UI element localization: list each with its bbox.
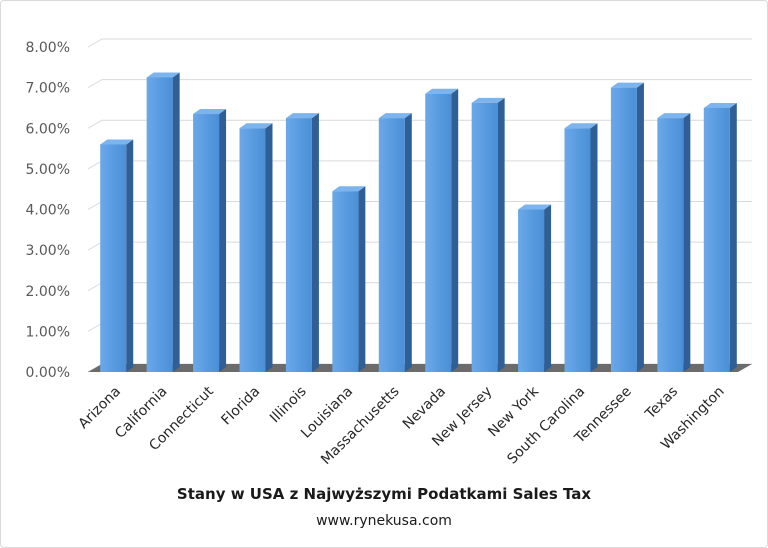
bar-front [471,102,498,372]
bars [100,72,737,372]
bar [471,97,505,372]
bar [332,186,366,372]
bar-front [146,77,173,372]
bar-front [239,128,266,372]
bar-side [451,88,459,372]
bar [378,113,412,372]
bar-side [544,204,552,372]
bar-top [146,72,180,78]
y-tick-label: 4.00% [26,203,70,219]
bar-front [657,118,684,372]
bar-top [564,123,598,129]
gridline [87,241,752,251]
bar-side [729,102,737,372]
bar-side [311,113,319,372]
x-tick-label: Illinois [267,384,310,427]
bar-front [332,191,359,372]
bar-top [703,102,737,108]
bar-side [219,109,227,372]
bar-side [636,82,644,372]
bar-side [358,186,366,372]
x-tick-label: Texas [642,384,681,423]
chart-subtitle: www.rynekusa.com [316,513,452,529]
bar [193,109,227,372]
bar-front [610,87,637,372]
bar-front [378,118,405,372]
bar-front [703,107,730,372]
bar-side [265,123,273,372]
bar [146,72,180,372]
bar-side [497,97,505,372]
bar-top [332,186,366,192]
bar-side [590,123,598,372]
bar-top [193,109,227,115]
chart-title: Stany w USA z Najwyższymi Podatkami Sale… [176,485,592,503]
bar-side [172,72,180,372]
bar [610,82,644,372]
bar-side [126,139,134,372]
y-tick-label: 0.00% [26,365,70,381]
bar-top [471,97,505,103]
floor-plane [88,364,752,372]
gridline [87,119,752,129]
bar [285,113,319,372]
y-tick-label: 2.00% [26,284,70,300]
bar [239,123,273,372]
gridline [87,160,752,170]
bar-top [518,204,552,210]
bar-front [564,128,591,372]
bar [518,204,552,372]
gridline [87,322,752,332]
bar-front [193,114,220,372]
bar-top [657,113,691,119]
bar-front [285,118,312,372]
chart-floor [88,364,752,372]
x-tick-label: Florida [218,384,263,429]
bar-side [404,113,412,372]
bar-top [378,113,412,119]
gridline [87,38,752,48]
bar [100,139,134,372]
gridlines [87,38,752,373]
y-tick-label: 3.00% [26,243,70,259]
gridline [87,79,752,89]
bar-front [425,93,452,372]
y-tick-label: 6.00% [26,121,70,137]
bar-front [518,209,545,372]
gridline [87,201,752,210]
bar-top [610,82,644,88]
y-axis-ticks: 0.00% 1.00% 2.00% 3.00% 4.00% 5.00% 6.00% 7.00%… [26,40,70,381]
y-tick-label: 5.00% [26,162,70,178]
bar-side [683,113,691,372]
bar-top [100,139,134,145]
bar-top [239,123,273,129]
y-tick-label: 8.00% [26,40,70,56]
bar-top [285,113,319,119]
bar-top [425,88,459,94]
bar [425,88,459,372]
y-tick-label: 1.00% [26,324,70,340]
bar [657,113,691,372]
bar [703,102,737,372]
y-tick-label: 7.00% [26,81,70,97]
gridline [87,282,752,292]
bar-front [100,144,127,372]
bar [564,123,598,372]
